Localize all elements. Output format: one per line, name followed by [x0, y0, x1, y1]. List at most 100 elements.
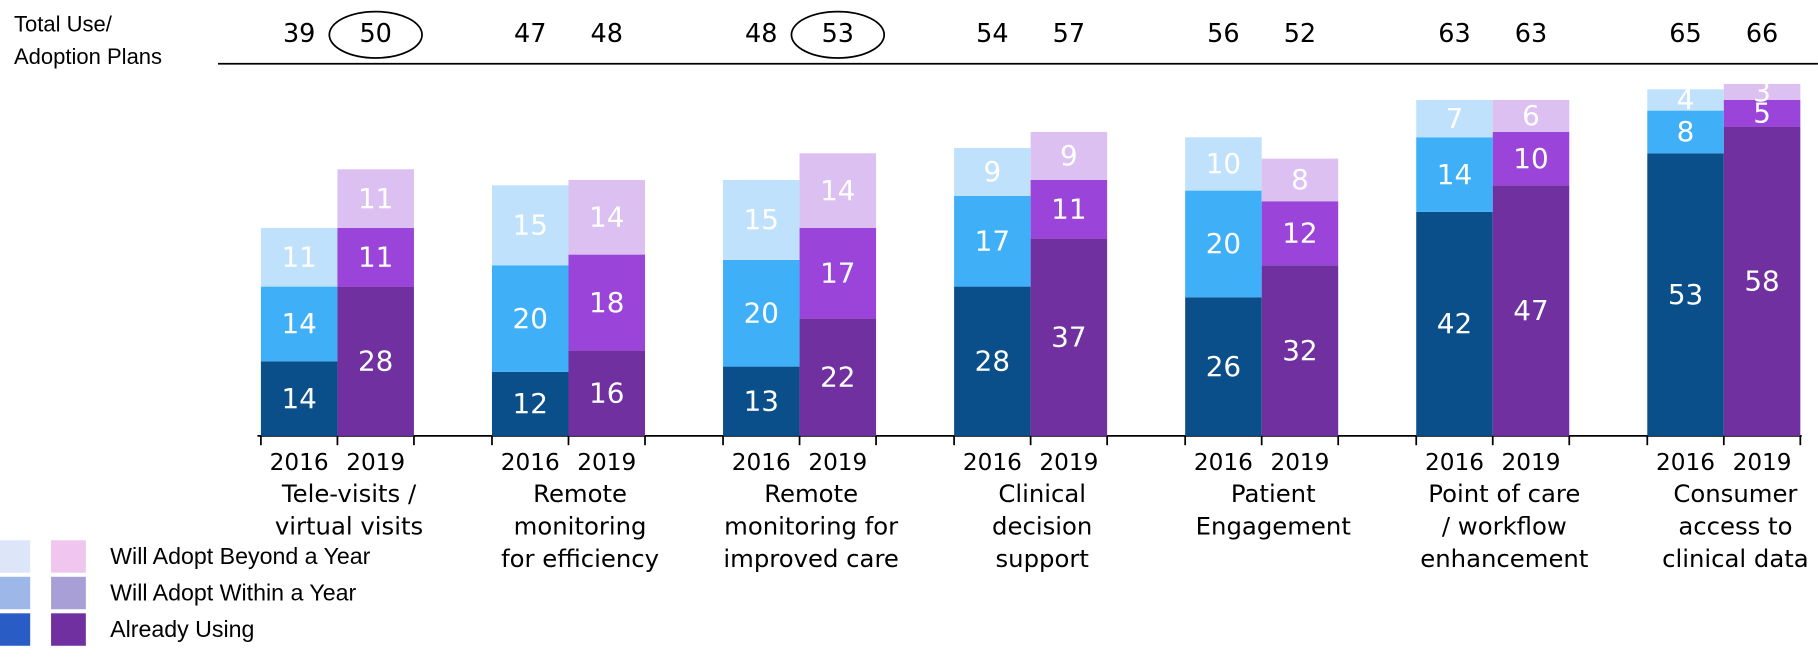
- bar-segment: [723, 366, 800, 436]
- bar-segment: [1723, 126, 1801, 436]
- totals-label: Adoption Plans: [14, 44, 162, 69]
- total-circle: [790, 10, 886, 59]
- data-label: 7: [1446, 102, 1464, 135]
- group-label: Remote: [764, 479, 858, 508]
- data-label: 11: [358, 182, 393, 215]
- data-label: 12: [513, 387, 548, 420]
- data-label: 10: [1206, 147, 1241, 180]
- legend-swatch: [0, 540, 31, 573]
- bar-segment: [260, 227, 338, 287]
- legend-swatch: [51, 576, 86, 610]
- year-label: 2019: [1039, 449, 1098, 476]
- bar-segment: [1647, 89, 1724, 111]
- group-label: monitoring for: [724, 512, 898, 541]
- data-label: 11: [1051, 192, 1086, 225]
- bar-segment: [1416, 99, 1493, 138]
- legend-label: Will Adopt Within a Year: [110, 579, 356, 605]
- data-label: 11: [358, 240, 393, 273]
- data-label: 28: [358, 344, 393, 377]
- total-value: 53: [822, 19, 854, 49]
- group-label: improved care: [723, 544, 899, 573]
- legend-label: Already Using: [110, 616, 254, 642]
- bar-segment: [1492, 185, 1570, 436]
- bar-segment: [1030, 238, 1108, 436]
- group-label: Consumer: [1673, 479, 1797, 508]
- data-label: 53: [1668, 278, 1703, 311]
- data-label: 12: [1282, 216, 1317, 249]
- year-label: 2016: [270, 449, 329, 476]
- bar-segment: [799, 318, 877, 436]
- group-label: Remote: [533, 479, 627, 508]
- bar-segment: [1723, 83, 1801, 100]
- data-label: 20: [513, 302, 548, 335]
- bar-segment: [1030, 131, 1108, 180]
- data-label: 14: [1437, 158, 1472, 191]
- data-label: 14: [281, 382, 316, 415]
- total-value: 65: [1669, 19, 1701, 49]
- data-label: 13: [744, 384, 779, 417]
- data-label: 14: [281, 307, 316, 340]
- bar-segment: [491, 265, 569, 372]
- bar-segment: [260, 361, 338, 436]
- data-label: 42: [1437, 307, 1472, 340]
- data-label: 8: [1291, 163, 1309, 196]
- bar-segment: [954, 147, 1031, 196]
- group-label: Clinical: [998, 479, 1086, 508]
- bar-segment: [1416, 211, 1493, 436]
- group-label: virtual visits: [275, 512, 423, 541]
- totals-label: Total Use/: [14, 11, 113, 36]
- data-label: 47: [1513, 294, 1548, 327]
- data-label: 14: [820, 174, 855, 207]
- bar-segment: [337, 286, 414, 436]
- data-label: 28: [975, 344, 1010, 377]
- data-label: 9: [984, 155, 1002, 188]
- legend-swatch: [51, 540, 86, 573]
- bar-segment: [1030, 179, 1108, 239]
- total-circle: [328, 10, 423, 59]
- year-label: 2016: [732, 449, 791, 476]
- data-label: 10: [1513, 142, 1548, 175]
- group-label: support: [996, 544, 1089, 573]
- total-value: 63: [1438, 19, 1470, 49]
- group-label: Tele-visits /: [281, 479, 417, 508]
- group-label: decision: [992, 512, 1092, 541]
- data-label: 4: [1677, 83, 1695, 116]
- bar-segment: [1185, 137, 1262, 191]
- group-label: Engagement: [1196, 512, 1351, 541]
- bar-segment: [1185, 297, 1262, 436]
- bar-segment: [337, 227, 414, 287]
- group-label: Point of care: [1428, 479, 1580, 508]
- legend-label: Will Adopt Beyond a Year: [110, 543, 371, 569]
- total-value: 47: [514, 19, 546, 49]
- group-label: monitoring: [514, 512, 647, 541]
- bar-segment: [260, 286, 338, 362]
- data-label: 8: [1677, 115, 1695, 148]
- total-value: 52: [1284, 19, 1316, 49]
- data-label: 15: [744, 203, 779, 236]
- legend-swatch: [0, 613, 31, 646]
- bar-segment: [723, 179, 800, 260]
- bar-segment: [1261, 265, 1339, 436]
- total-value: 39: [283, 19, 315, 49]
- data-label: 32: [1282, 334, 1317, 367]
- year-label: 2019: [1502, 449, 1561, 476]
- year-label: 2019: [808, 449, 867, 476]
- data-label: 11: [281, 240, 316, 273]
- bar-segment: [491, 371, 569, 436]
- group-label: for efficiency: [501, 544, 659, 573]
- bar-segment: [1185, 190, 1262, 298]
- group-label: enhancement: [1420, 544, 1588, 573]
- bar-segment: [568, 254, 646, 351]
- year-label: 2019: [1733, 449, 1792, 476]
- bar-segment: [799, 153, 877, 228]
- bar-segment: [491, 185, 569, 266]
- total-value: 63: [1515, 19, 1547, 49]
- year-label: 2016: [501, 449, 560, 476]
- group-label: Patient: [1231, 479, 1316, 508]
- total-value: 54: [976, 19, 1008, 49]
- bar-segment: [568, 179, 646, 255]
- year-label: 2019: [577, 449, 636, 476]
- bar-segment: [1261, 158, 1339, 202]
